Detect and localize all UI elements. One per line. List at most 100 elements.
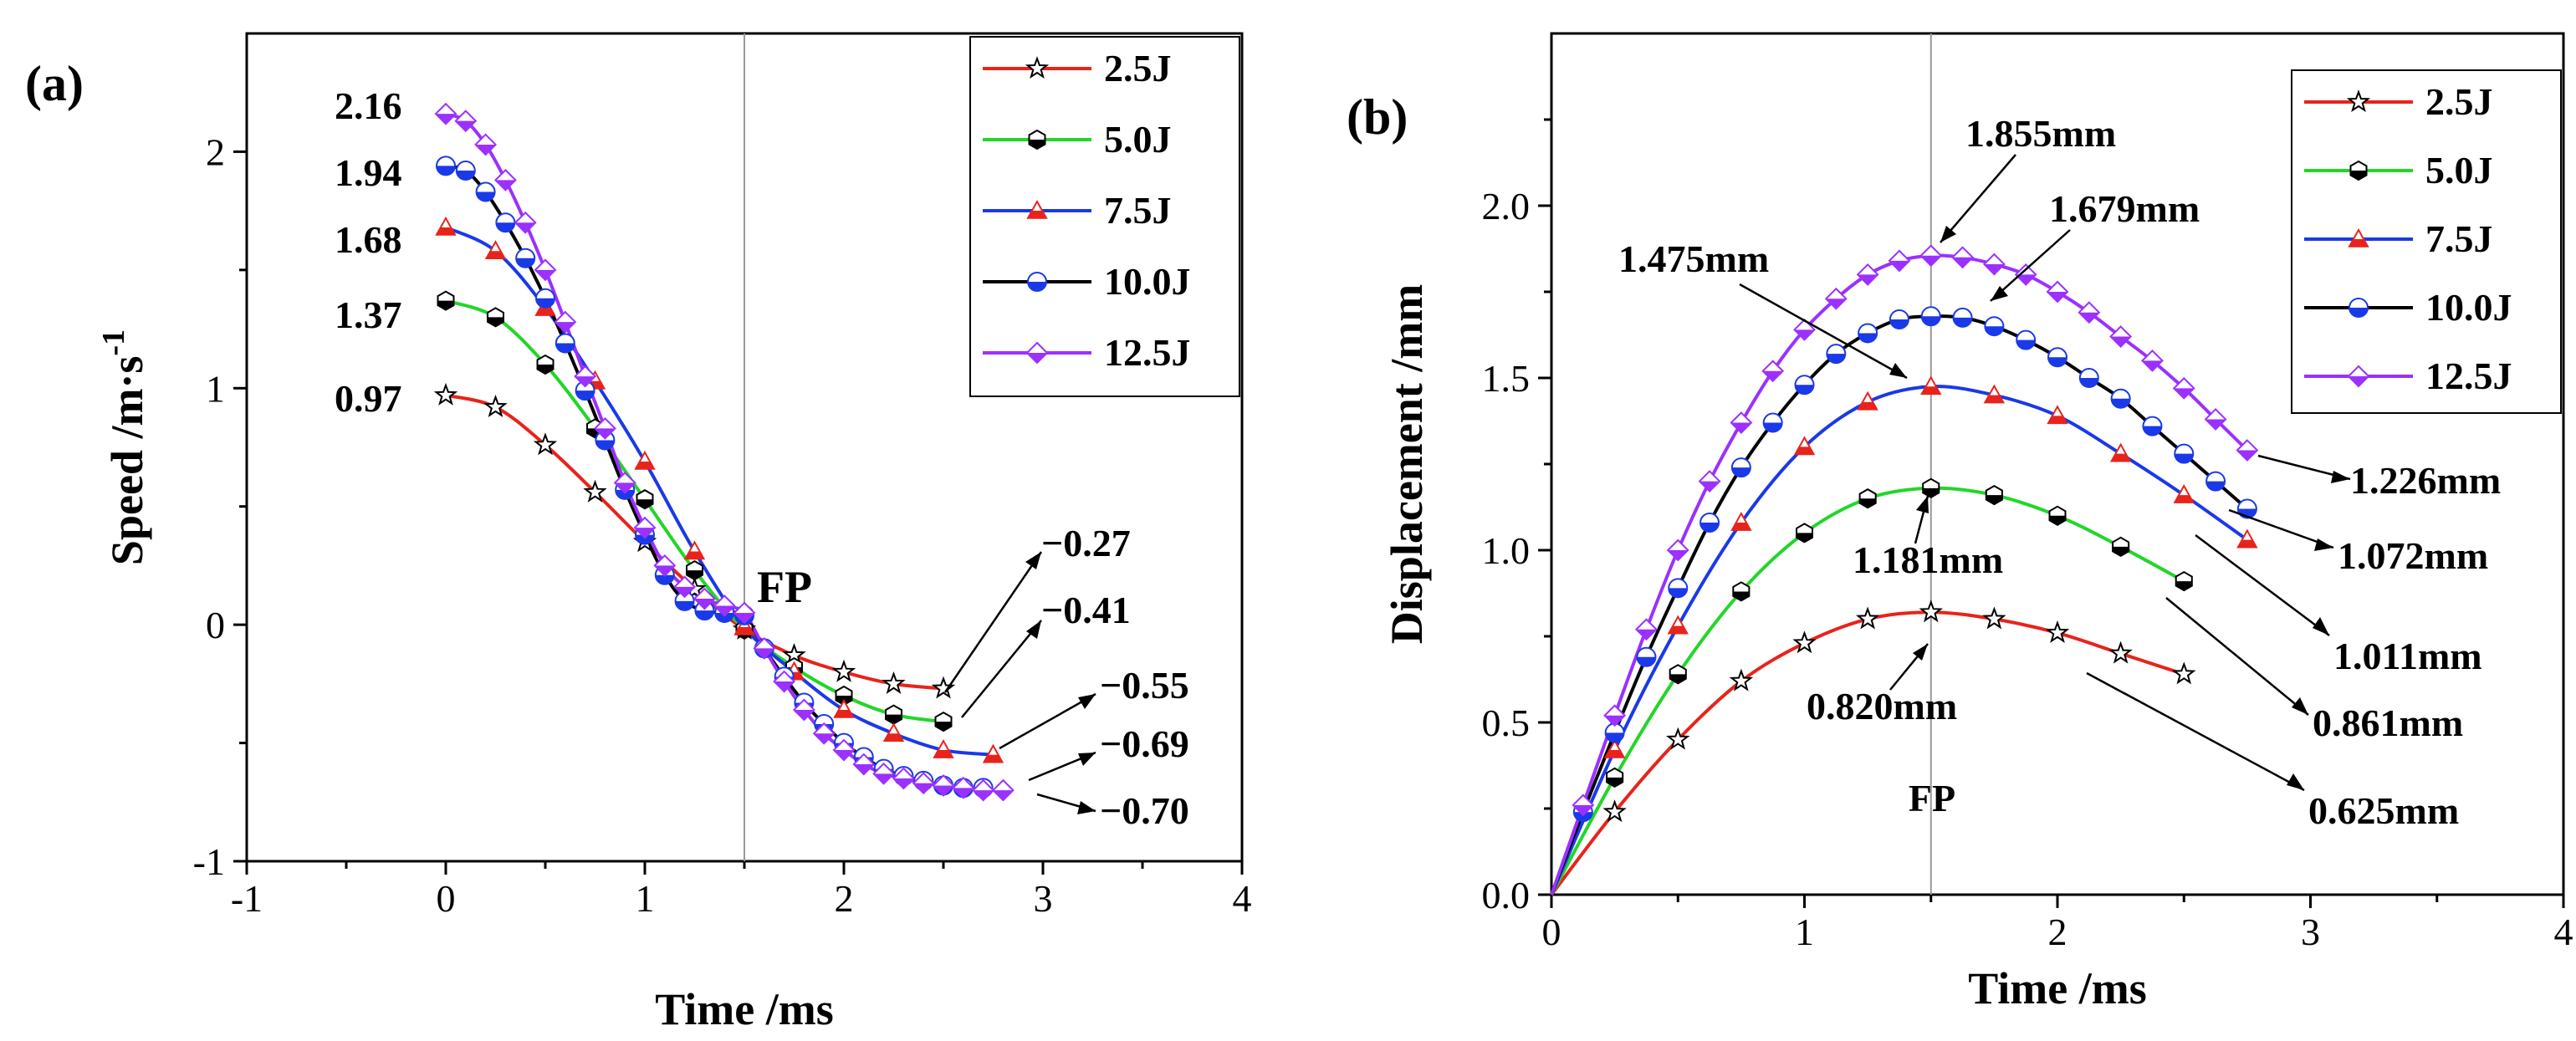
panel-b-point-7-5j (1920, 375, 1942, 395)
panel-b-point-12-5j (1856, 263, 1879, 286)
panel-a-point-12-5j (932, 774, 955, 797)
panel-b-x-tick-label: 0 (1542, 911, 1561, 953)
panel-b-arrow-peak-10j (1990, 229, 2071, 302)
panel-b-legend-marker-5-0j (2349, 160, 2368, 181)
panel-b-y-tick-label: 0.0 (1482, 874, 1531, 916)
panel-b-arrow-end-7-5j (2195, 534, 2330, 636)
panel-b-end-label-7-5j: 1.011mm (2333, 635, 2482, 677)
panel-a-arrow-end-2-5j (943, 551, 1043, 693)
panel-b-point-5-0j (1669, 664, 1687, 685)
panel-a-point-12-5j (593, 416, 616, 440)
panel-a-point-7-5j (683, 540, 706, 560)
panel-a-label: (a) (25, 56, 84, 111)
panel-b-point-12-5j (1888, 249, 1911, 273)
panel-a-series-lines (445, 33, 1004, 861)
panel-a-legend: 2.5J 5.0J 7.5J 10.0J 12.5J (969, 36, 1240, 397)
panel-a-point-12-5j (554, 310, 577, 334)
panel-a-x-tick-label: 2 (835, 877, 854, 920)
panel-b-point-10-0j (1826, 344, 1847, 365)
panel-b-point-2-5j (1855, 606, 1880, 630)
panel-a-arrowhead-end-10j (1078, 753, 1096, 766)
panel-b-arrowhead-peak-2-5j (1913, 644, 1928, 661)
panel-b-point-12-5j (2141, 349, 2164, 372)
panel-b-arrowhead-peak-5j (1916, 496, 1929, 513)
panel-a-arrowhead-end-12-5j (1077, 801, 1096, 814)
panel-b-point-12-5j (1761, 360, 1785, 383)
panel-b-point-2-5j (1792, 630, 1817, 654)
panel-b-point-5-0j (1922, 477, 1940, 498)
panel-b-point-12-5j (1635, 618, 1658, 641)
panel-a-y-tick-label: 0 (206, 604, 225, 646)
panel-a-legend-label-2-5j: 2.5J (1104, 47, 1172, 89)
panel-a-legend-marker-10-0j (1027, 272, 1047, 292)
panel-a-point-12-5j (952, 776, 975, 799)
panel-a-point-7-5j (435, 216, 457, 236)
panel-b-y-tick-label: 0.5 (1482, 702, 1531, 744)
panel-b-point-12-5j (1603, 704, 1627, 727)
panel-a-point-12-5j (773, 670, 796, 693)
panel-a-point-12-5j (454, 110, 478, 133)
panel-b-line-7-5j (1550, 385, 2249, 896)
panel-a-y-axis-label-group: Speed /m·s-1 (96, 329, 152, 565)
panel-a: (a) Time /ms Speed /m·s-1 FP -1 0 1 2 3 4-101… (25, 32, 1252, 1034)
panel-b-point-12-5j (1698, 470, 1721, 493)
panel-a-point-2-5j (882, 671, 906, 694)
svg-text:Speed /m·s-1: Speed /m·s-1 (96, 329, 152, 565)
panel-b-point-10-0j (2078, 368, 2099, 388)
panel-a-point-2-5j (931, 676, 956, 699)
panel-b-point-12-5j (2078, 301, 2101, 324)
panel-b-arrow-peak-12-5j (1940, 154, 2016, 243)
panel-b-peak-label-10j: 1.679mm (2049, 187, 2200, 230)
panel-b-point-7-5j (1983, 384, 2006, 404)
panel-b-point-10-0j (2205, 471, 2226, 492)
panel-b-point-12-5j (1666, 538, 1689, 562)
panel-a-end-label-5j: −0.41 (1041, 589, 1131, 631)
panel-b-markers (1572, 244, 2259, 823)
panel-b-legend-label-10j: 10.0J (2425, 286, 2512, 329)
panel-a-legend-marker-7-5j (1026, 199, 1048, 219)
panel-a-point-5-0j (636, 489, 654, 510)
panel-b-point-7-5j (2109, 442, 2132, 462)
panel-a-legend-label-7-5j: 7.5J (1104, 189, 1172, 232)
panel-b-point-12-5j (1951, 246, 1974, 269)
panel-b-point-10-0j (1636, 646, 1657, 667)
panel-a-point-10-0j (495, 212, 516, 233)
panel-b-point-10-0j (2016, 329, 2037, 350)
panel-b-x-tick-label: 1 (1795, 911, 1814, 953)
panel-b-point-10-0j (1858, 323, 1878, 344)
panel-a-markers (433, 102, 1015, 802)
panel-b-ticks: 0 1 2 3 4 0.0 0.5 1.0 1.5 2.0 (1482, 118, 2573, 953)
panel-a-point-5-0j (686, 559, 703, 581)
panel-b-y-axis-label: Displacement /mm (1382, 284, 1432, 644)
panel-b-legend-marker-2-5j (2346, 89, 2371, 113)
panel-a-point-5-0j (437, 290, 455, 311)
panel-a-point-12-5j (852, 753, 876, 776)
panel-b-y-tick-label: 2.0 (1482, 185, 1531, 227)
panel-a-legend-marker-2-5j (1025, 56, 1050, 79)
panel-b-point-2-5j (2108, 640, 2133, 664)
panel-a-legend-label-10j: 10.0J (1104, 260, 1191, 303)
panel-a-y-tick-label: 1 (206, 367, 225, 410)
panel-b-point-12-5j (1824, 287, 1848, 310)
panel-b-arrowhead-peak-10j (1991, 286, 2008, 301)
panel-a-end-label-2-5j: −0.27 (1041, 522, 1131, 564)
panel-b-legend-marker-7-5j (2348, 227, 2369, 247)
panel-b-point-2-5j (1982, 606, 2006, 630)
panel-b-legend-label-12-5j: 12.5J (2425, 355, 2512, 397)
panel-b-point-2-5j (1729, 668, 1754, 691)
panel-b-peak-label-2-5j: 0.820mm (1807, 685, 1957, 727)
panel-b-legend-marker-10-0j (2349, 298, 2369, 318)
panel-a-point-12-5j (713, 594, 736, 617)
panel-a-point-12-5j (812, 722, 836, 745)
panel-b-point-5-0j (1985, 484, 2003, 506)
panel-a-start-label-2-5j: 0.97 (335, 377, 402, 420)
panel-b-point-7-5j (1857, 390, 1878, 411)
panel-b-point-10-0j (1699, 513, 1720, 533)
panel-a-x-tick-label: 0 (437, 877, 456, 920)
panel-a-point-12-5j (832, 738, 856, 762)
panel-a-x-tick-label: -1 (231, 877, 263, 920)
panel-a-point-7-5j (982, 743, 1004, 763)
panel-a-point-12-5j (534, 258, 557, 282)
panel-b-point-12-5j (2046, 280, 2069, 304)
panel-a-legend-box (969, 36, 1240, 397)
